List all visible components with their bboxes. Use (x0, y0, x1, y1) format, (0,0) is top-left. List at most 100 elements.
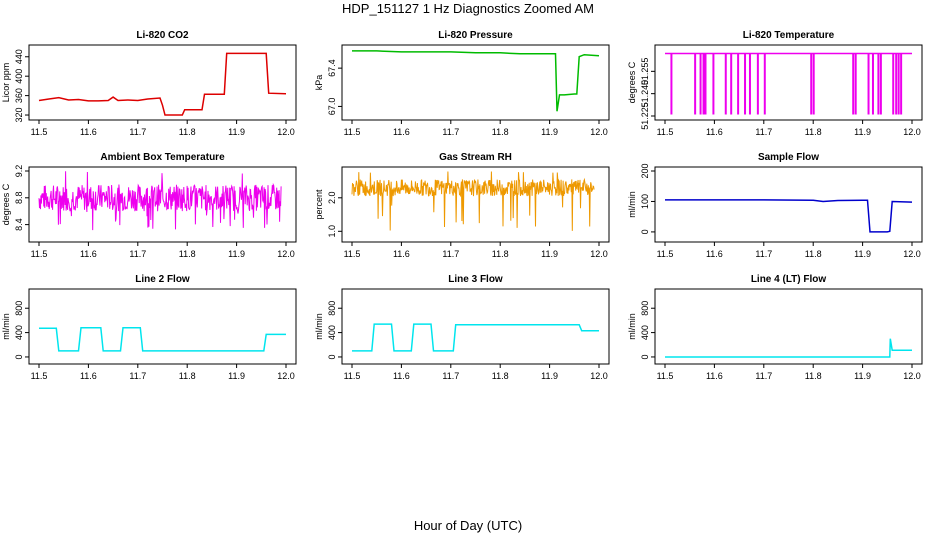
x-tick-label: 11.5 (31, 249, 48, 259)
y-tick-label: 67.0 (327, 98, 337, 116)
panel-5: Gas Stream RH percent 11.5 11.6 11.7 11.8 11.9… (314, 152, 610, 259)
x-tick-label: 11.9 (541, 371, 558, 381)
y-axis-label: degrees C (627, 61, 637, 103)
y-tick-label: 8.4 (14, 218, 24, 231)
y-axis-label: ml/min (627, 191, 637, 218)
x-tick-label: 12.0 (590, 371, 608, 381)
x-tick-label: 11.7 (755, 249, 772, 259)
y-tick-label: 0 (327, 354, 337, 359)
panel-title: Sample Flow (758, 152, 819, 163)
x-tick-label: 11.7 (129, 249, 146, 259)
x-tick-label: 11.8 (492, 127, 509, 137)
figure-x-axis-label: Hour of Day (UTC) (413, 518, 523, 533)
y-tick-label: 100 (640, 194, 650, 209)
y-tick-label: 400 (640, 325, 650, 340)
x-tick-label: 11.8 (805, 127, 822, 137)
panel-title: Line 2 Flow (135, 274, 190, 285)
panel-8: Line 3 Flow ml/min 11.5 11.6 11.7 11.8 11.9 12.… (314, 274, 610, 381)
panel-3: Li-820 Temperature degrees C 11.5 11.6 11.7 1… (627, 30, 923, 137)
panel-title: Gas Stream RH (439, 152, 512, 163)
x-tick-label: 11.9 (228, 127, 245, 137)
x-tick-label: 12.0 (277, 371, 295, 381)
y-tick-label: 67.4 (327, 59, 337, 77)
series-line (38, 52, 287, 116)
plot-frame (341, 288, 610, 365)
x-tick-label: 11.8 (492, 371, 509, 381)
plot-frame (28, 44, 297, 121)
x-tick-label: 11.6 (393, 127, 410, 137)
x-tick-label: 11.6 (393, 249, 410, 259)
x-tick-label: 12.0 (590, 127, 608, 137)
y-tick-label: 9.2 (14, 165, 24, 178)
y-tick-label: 800 (327, 301, 337, 316)
figure-title: HDP_151127 1 Hz Diagnostics Zoomed AM (342, 1, 594, 16)
y-axis-label: percent (314, 189, 324, 220)
x-tick-label: 11.9 (854, 249, 871, 259)
plot-frame (654, 166, 923, 243)
y-axis-label: degrees C (1, 183, 11, 225)
panel-title: Li-820 Pressure (438, 30, 513, 41)
x-tick-label: 11.5 (657, 371, 674, 381)
x-tick-label: 12.0 (903, 249, 921, 259)
y-tick-label: 360 (14, 88, 24, 103)
series-line (665, 338, 912, 358)
panel-4: Ambient Box Temperature degrees C 11.5 11.6… (1, 152, 297, 259)
x-tick-label: 11.9 (854, 127, 871, 137)
y-tick-label: 51.240 (640, 80, 650, 108)
x-tick-label: 12.0 (903, 127, 921, 137)
series-line (352, 323, 599, 352)
x-tick-label: 11.8 (179, 371, 196, 381)
x-tick-label: 11.7 (129, 127, 146, 137)
plot-frame (28, 166, 297, 243)
x-tick-label: 11.7 (129, 371, 146, 381)
x-tick-label: 11.6 (393, 371, 410, 381)
series-line (39, 326, 286, 352)
panel-title: Line 4 (LT) Flow (751, 274, 827, 285)
y-tick-label: 51.225 (640, 102, 650, 130)
series-line (38, 171, 282, 231)
x-tick-label: 11.5 (344, 249, 361, 259)
y-tick-label: 0 (640, 354, 650, 359)
y-tick-label: 200 (640, 163, 650, 178)
y-tick-label: 8.8 (14, 192, 24, 205)
x-tick-label: 11.7 (442, 249, 459, 259)
panel-7: Line 2 Flow ml/min 11.5 11.6 11.7 11.8 11.9 12.… (1, 274, 297, 381)
y-axis-label: ml/min (1, 313, 11, 340)
x-tick-label: 11.6 (706, 249, 723, 259)
panel-9: Line 4 (LT) Flow ml/min 11.5 11.6 11.7 11.8 11… (627, 274, 923, 381)
panel-6: Sample Flow ml/min 11.5 11.6 11.7 11.8 11.9 12.… (627, 152, 923, 259)
plot-frame (654, 44, 923, 121)
y-tick-label: 800 (14, 301, 24, 316)
x-tick-label: 11.7 (755, 371, 772, 381)
y-axis-label: kPa (314, 75, 324, 91)
x-tick-label: 11.8 (805, 371, 822, 381)
y-axis-label: ml/min (627, 313, 637, 340)
x-tick-label: 12.0 (590, 249, 608, 259)
x-tick-label: 11.8 (805, 249, 822, 259)
x-tick-label: 11.6 (80, 127, 97, 137)
x-tick-label: 11.8 (492, 249, 509, 259)
panel-title: Li-820 CO2 (136, 30, 189, 41)
y-axis-label: Licor ppm (1, 63, 11, 103)
x-tick-label: 11.9 (854, 371, 871, 381)
x-tick-label: 11.7 (442, 127, 459, 137)
x-tick-label: 11.5 (344, 127, 361, 137)
y-tick-label: 800 (640, 301, 650, 316)
x-tick-label: 11.9 (228, 249, 245, 259)
x-tick-label: 11.5 (344, 371, 361, 381)
y-tick-label: 400 (14, 325, 24, 340)
x-tick-label: 12.0 (903, 371, 921, 381)
x-tick-label: 12.0 (277, 249, 295, 259)
series-line (665, 199, 913, 233)
panel-2: Li-820 Pressure kPa 11.5 11.6 11.7 11.8 11.9 12… (314, 30, 610, 137)
x-tick-label: 11.6 (80, 371, 97, 381)
x-tick-label: 11.5 (31, 371, 48, 381)
y-tick-label: 1.0 (327, 225, 337, 238)
x-tick-label: 11.7 (442, 371, 459, 381)
x-tick-label: 11.9 (228, 371, 245, 381)
y-tick-label: 0 (640, 229, 650, 234)
plot-frame (341, 44, 610, 121)
x-tick-label: 11.5 (31, 127, 48, 137)
